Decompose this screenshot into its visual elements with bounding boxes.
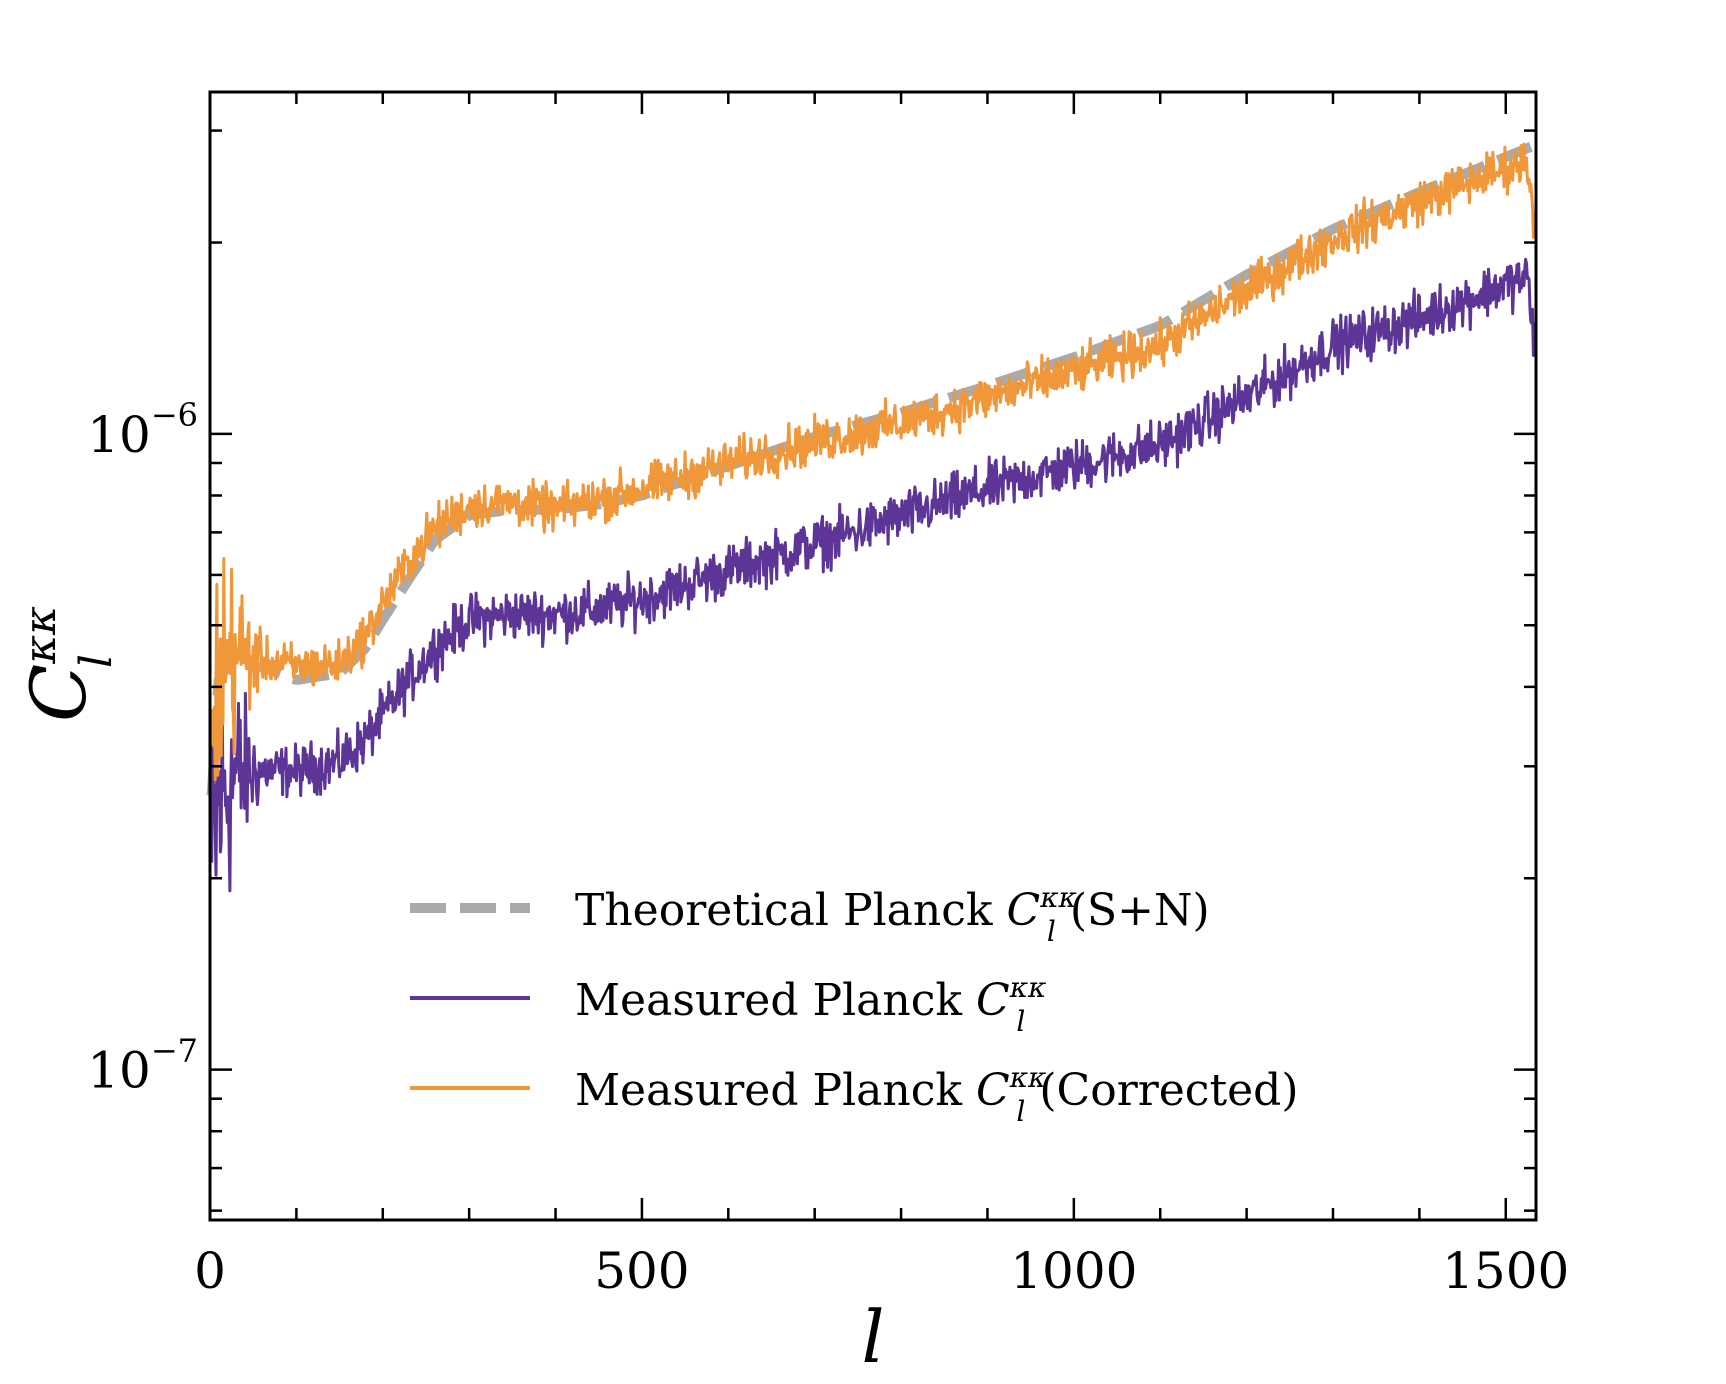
y-axis-label-base: C: [14, 664, 103, 722]
legend: Theoretical Planck Cκκ l (S+N) Measured P…: [410, 881, 1299, 1128]
x-tick-label: 0: [194, 1242, 226, 1300]
tick-labels: 0 500 1000 1500 10−7 10−6: [87, 396, 1569, 1300]
axis-ticks: [208, 92, 1536, 1220]
y-axis-label-sub: l: [71, 654, 122, 668]
x-tick-label: 1500: [1442, 1242, 1569, 1300]
series-corrected-line: [210, 142, 1538, 782]
plot-lines: [206, 140, 1538, 893]
x-tick-label: 500: [594, 1242, 689, 1300]
series-measured-line: [210, 257, 1538, 893]
legend-label-measured: Measured Planck Cκκ l: [575, 971, 1046, 1038]
series-theory-line: [206, 140, 1538, 796]
y-tick-label: 10−7: [87, 1032, 198, 1100]
y-tick-label: 10−6: [87, 396, 198, 464]
y-axis-label: Cκκ l: [14, 606, 122, 722]
legend-label-corrected: Measured Planck Cκκ l (Corrected): [575, 1061, 1299, 1128]
y-axis-label-sup: κκ: [15, 606, 66, 665]
plot-frame: [208, 90, 1538, 1222]
x-tick-label: 1000: [1010, 1242, 1137, 1300]
x-axis-label: l: [861, 1295, 884, 1379]
legend-label-theory: Theoretical Planck Cκκ l (S+N): [575, 881, 1210, 948]
